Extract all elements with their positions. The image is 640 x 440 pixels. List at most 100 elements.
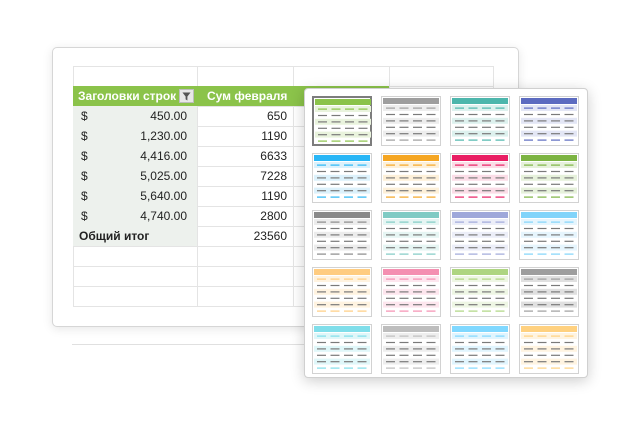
style-cell-line [317, 196, 326, 198]
table-style-aqua[interactable] [312, 324, 372, 374]
style-cell-line [317, 190, 326, 192]
style-cell-line [495, 367, 505, 369]
style-cell-line [551, 120, 560, 122]
style-cell-line [330, 310, 340, 312]
style-cell-line [386, 221, 395, 223]
style-row-band [452, 162, 508, 168]
table-style-green[interactable] [519, 153, 579, 203]
table-style-peach[interactable] [312, 267, 372, 317]
style-cell-line [386, 133, 395, 135]
style-cell-line [413, 177, 422, 179]
table-row-label[interactable]: $ 1,230.00 [73, 126, 197, 146]
filter-dropdown-button[interactable] [179, 89, 194, 103]
style-row-band [314, 174, 370, 181]
style-row-band [521, 231, 577, 238]
style-cell-line [331, 121, 341, 123]
style-cell-line [455, 183, 464, 185]
style-cell-line [455, 240, 464, 242]
style-cell-line [537, 278, 547, 280]
table-row-label[interactable]: $ 5,025.00 [73, 166, 197, 186]
style-cell-line [524, 139, 533, 141]
style-cell-line [455, 107, 464, 109]
february-value[interactable]: 7228 [260, 169, 287, 183]
table-style-indigo[interactable] [519, 96, 579, 146]
style-cell-line [330, 354, 340, 356]
style-row-band [452, 174, 508, 181]
style-cell-line [468, 126, 478, 128]
style-row-band [452, 301, 508, 308]
style-cell-line [551, 253, 560, 255]
style-row-band [452, 333, 508, 339]
style-cell-line [426, 133, 436, 135]
style-cell-line [344, 291, 353, 293]
table-style-rose[interactable] [381, 267, 441, 317]
style-cell-line [482, 354, 491, 356]
style-cell-line [524, 278, 533, 280]
style-cell-line [399, 177, 409, 179]
grid-line [73, 246, 493, 247]
style-cell-line [330, 221, 340, 223]
row-labels-header[interactable]: Заголовки строк [73, 86, 197, 106]
style-cell-line [330, 234, 340, 236]
style-cell-line [330, 240, 340, 242]
table-style-ice[interactable] [450, 324, 510, 374]
table-style-steel[interactable] [519, 267, 579, 317]
february-value[interactable]: 1190 [261, 129, 287, 143]
style-cell-line [551, 354, 560, 356]
february-value[interactable]: 2800 [260, 209, 287, 223]
style-cell-line [455, 291, 464, 293]
style-row-band [452, 130, 508, 137]
table-row-label[interactable]: $ 4,416.00 [73, 146, 197, 166]
table-style-gray[interactable] [381, 96, 441, 146]
table-style-preview [383, 212, 439, 255]
style-cell-line [455, 227, 464, 230]
table-style-mint[interactable] [381, 210, 441, 260]
table-style-pale-green[interactable] [450, 267, 510, 317]
style-cell-line [524, 354, 533, 356]
sum-february-header[interactable]: Сум февраля [197, 86, 293, 106]
style-cell-line [537, 291, 547, 293]
february-value[interactable]: 1190 [261, 189, 287, 203]
style-cell-line [357, 221, 367, 223]
style-cell-line [358, 134, 368, 136]
style-cell-line [357, 341, 367, 344]
style-cell-line [537, 304, 547, 306]
table-style-light-green[interactable] [312, 96, 372, 146]
grand-total-label[interactable]: Общий итог [73, 226, 197, 246]
table-style-sky[interactable] [519, 210, 579, 260]
style-cell-line [564, 190, 574, 192]
style-cell-line [426, 310, 436, 312]
style-cell-line [524, 310, 533, 312]
style-cell-line [564, 335, 574, 337]
table-style-teal[interactable] [450, 96, 510, 146]
table-style-pink[interactable] [450, 153, 510, 203]
grand-total-value[interactable]: 23560 [253, 229, 287, 243]
table-style-blue[interactable] [312, 153, 372, 203]
table-row-label[interactable]: $ 450.00 [73, 106, 197, 126]
table-style-orange[interactable] [381, 153, 441, 203]
style-cell-line [482, 196, 491, 198]
style-row-band [315, 106, 371, 112]
style-cell-line [317, 221, 326, 223]
table-style-preview [383, 269, 439, 312]
style-cell-line [386, 341, 395, 344]
style-cell-line [468, 120, 478, 122]
february-value[interactable]: 6633 [260, 149, 287, 163]
style-cell-line [455, 164, 464, 166]
table-style-lavender[interactable] [450, 210, 510, 260]
style-cell-line [524, 221, 533, 223]
style-cell-line [468, 354, 478, 356]
style-cell-line [357, 177, 367, 179]
style-cell-line [331, 127, 341, 129]
style-cell-line [399, 139, 409, 141]
style-cell-line [468, 367, 478, 369]
table-row-label[interactable]: $ 4,740.00 [73, 206, 197, 226]
table-style-silver[interactable] [381, 324, 441, 374]
table-row-label[interactable]: $ 5,640.00 [73, 186, 197, 206]
style-cell-line [344, 348, 353, 350]
february-value[interactable]: 650 [266, 109, 287, 123]
style-cell-line [330, 341, 340, 344]
table-style-sand[interactable] [519, 324, 579, 374]
table-style-gray-dark[interactable] [312, 210, 372, 260]
style-cell-line [386, 107, 395, 109]
